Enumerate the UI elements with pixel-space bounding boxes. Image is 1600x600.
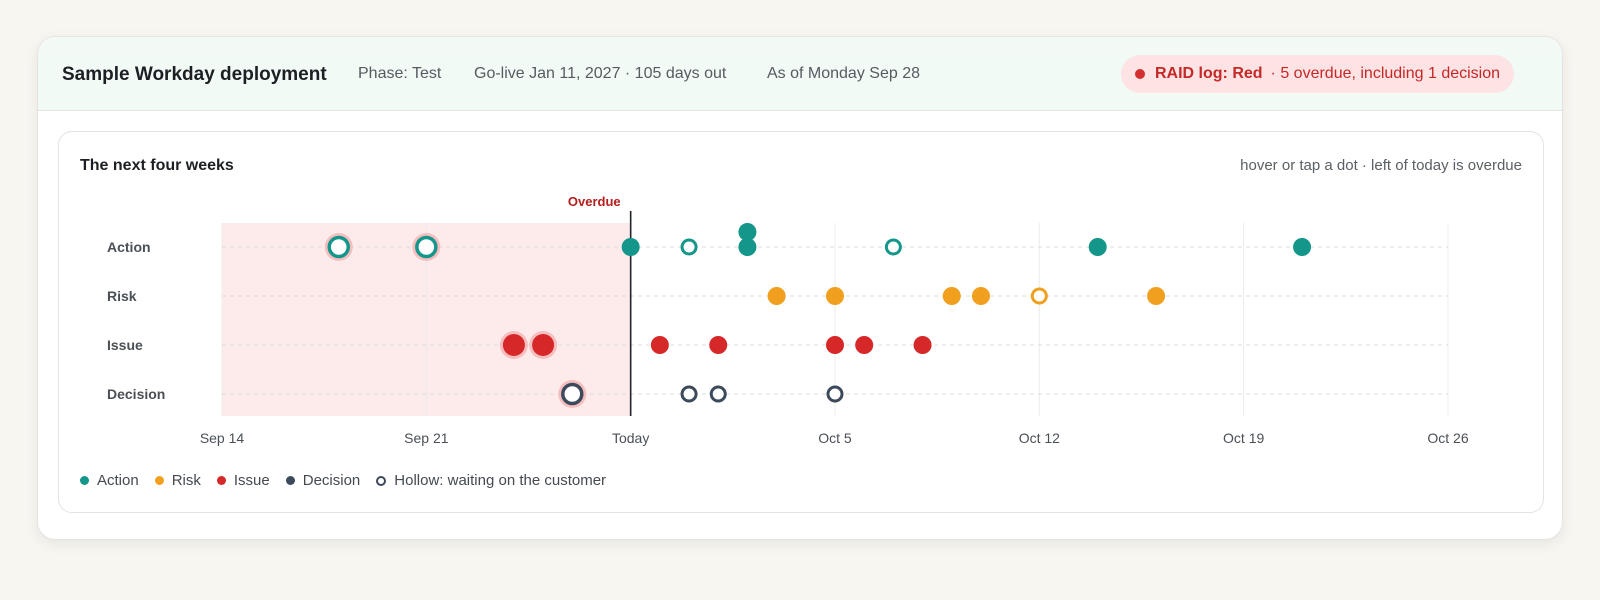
overdue-label: Overdue — [568, 194, 621, 209]
x-tick-label: Sep 14 — [200, 430, 245, 446]
risk-point — [1147, 287, 1166, 305]
risk-point — [1030, 287, 1048, 305]
x-tick-label: Oct 19 — [1223, 430, 1264, 446]
legend-label-issue: Issue — [233, 472, 270, 489]
action-point — [327, 235, 351, 259]
issue-point — [532, 334, 555, 356]
action-point — [738, 238, 757, 256]
legend-item-issue: Issue — [216, 472, 270, 489]
legend-item-action: Action — [80, 472, 139, 489]
raid-status-text: RAID log: Red — [1155, 65, 1263, 82]
issue-dot-icon — [216, 476, 226, 485]
raid-status-detail: · 5 overdue, including 1 decision — [1270, 65, 1501, 82]
legend-item-hollow: Hollow: waiting on the customer — [376, 472, 606, 489]
timeline-chart: Action Risk Issue Decision Overdue Sep 14 Sep … — [107, 194, 1469, 446]
panel-title: The next four weeks — [80, 157, 234, 174]
action-point — [738, 223, 757, 241]
panel-hint: hover or tap a dot · left of today is ov… — [1240, 157, 1522, 174]
project-title: Sample Workday deployment — [62, 64, 327, 85]
decision-point — [680, 385, 698, 403]
legend-label-decision: Decision — [302, 472, 361, 489]
risk-point — [767, 287, 786, 305]
issue-point — [650, 336, 669, 354]
issue-point — [826, 336, 844, 354]
timeline-panel: The next four weeks hover or tap a dot ·… — [58, 131, 1544, 513]
legend-label-action: Action — [97, 472, 139, 489]
decision-dot-icon — [285, 476, 295, 485]
issue-point — [502, 334, 525, 356]
raid-status-dot-icon — [1135, 69, 1145, 79]
x-tick-label: Oct 26 — [1427, 430, 1468, 446]
legend-item-decision: Decision — [285, 472, 361, 489]
row-label-action: Action — [107, 239, 151, 255]
card-header: Sample Workday deployment Phase: Test Go… — [38, 37, 1562, 111]
issue-point — [913, 336, 932, 354]
action-point — [415, 235, 438, 259]
row-label-decision: Decision — [107, 386, 165, 402]
action-point — [1088, 238, 1107, 256]
x-tick-label: Oct 5 — [818, 430, 852, 446]
decision-point — [709, 385, 727, 403]
raid-status-badge[interactable]: RAID log: Red · 5 overdue, including 1 d… — [1121, 55, 1515, 93]
decision-point — [826, 385, 844, 403]
action-point — [621, 238, 640, 256]
phase-label: Phase: Test — [358, 65, 442, 82]
as-of-label: As of Monday Sep 28 — [767, 65, 920, 82]
golive-label: Go-live Jan 11, 2027 · 105 days out — [474, 65, 727, 82]
deployment-card: Sample Workday deployment Phase: Test Go… — [37, 36, 1563, 540]
legend-label-hollow: Hollow: waiting on the customer — [394, 472, 607, 489]
decision-point — [561, 382, 584, 406]
row-label-risk: Risk — [107, 288, 137, 304]
x-tick-label: Oct 12 — [1019, 430, 1060, 446]
action-point — [1293, 238, 1312, 256]
action-point — [884, 238, 902, 256]
legend-item-risk: Risk — [154, 472, 201, 489]
x-tick-label: Today — [612, 430, 649, 446]
x-tick-label: Sep 21 — [404, 430, 449, 446]
risk-point — [971, 287, 990, 305]
row-label-issue: Issue — [107, 337, 143, 353]
chart-legend: Action Risk Issue Decision Hollow: waiti… — [80, 472, 622, 489]
issue-point — [855, 336, 874, 354]
action-dot-icon — [80, 476, 89, 485]
action-point — [680, 238, 698, 256]
hollow-dot-icon — [376, 475, 387, 486]
legend-label-risk: Risk — [171, 472, 201, 489]
risk-dot-icon — [154, 476, 164, 485]
risk-point — [942, 287, 961, 305]
issue-point — [709, 336, 728, 354]
risk-point — [826, 287, 844, 305]
